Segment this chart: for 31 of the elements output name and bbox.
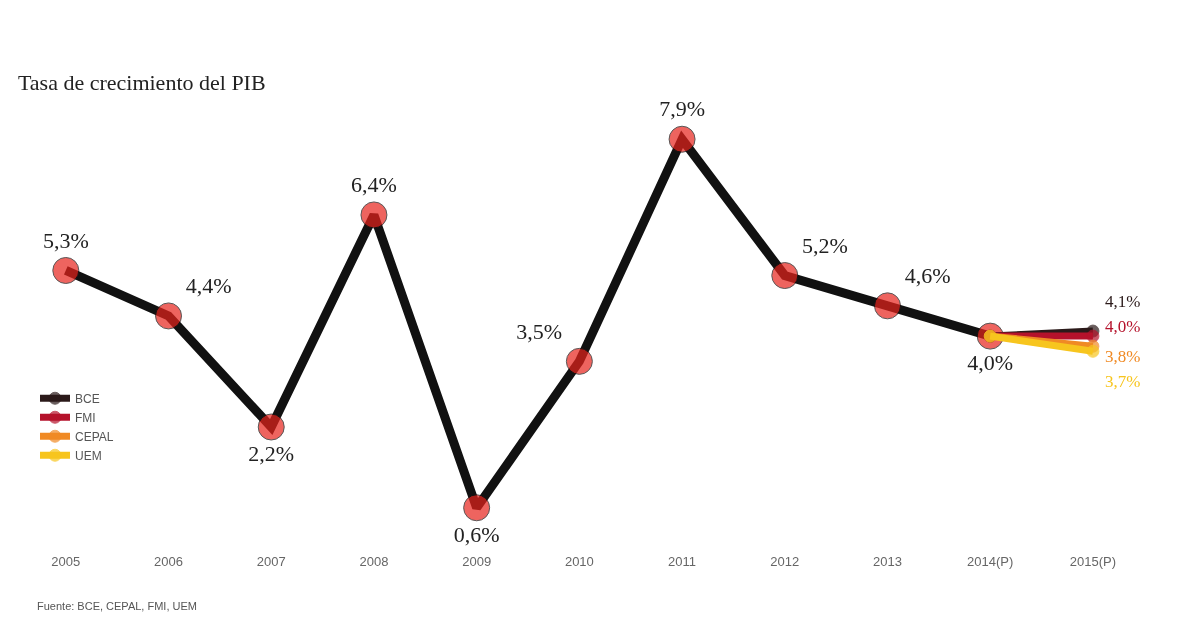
- x-tick-label: 2007: [256, 554, 286, 569]
- chart-title: Tasa de crecimiento del PIB: [17, 70, 266, 96]
- data-label: 4,4%: [185, 273, 232, 299]
- data-label: 6,4%: [351, 172, 397, 198]
- legend-label: FMI: [75, 410, 96, 425]
- x-tick-label: 2012: [770, 554, 800, 569]
- data-label: 4,0%: [967, 349, 1014, 375]
- data-label: 2,2%: [248, 440, 295, 466]
- data-label: 4,1%: [1105, 292, 1141, 311]
- x-tick-label: 2009: [462, 554, 492, 569]
- data-label: 0,6%: [453, 521, 500, 547]
- data-label: 4,6%: [904, 263, 951, 289]
- x-tick-label: 2008: [359, 554, 389, 569]
- data-label: 3,5%: [516, 318, 563, 344]
- legend-label: UEM: [75, 448, 102, 463]
- x-tick-label: 2010: [564, 554, 594, 569]
- data-label: 5,3%: [42, 227, 89, 253]
- data-label: 5,2%: [802, 232, 848, 258]
- data-label: 4,0%: [1105, 317, 1141, 336]
- x-tick-label: 2013: [873, 554, 902, 569]
- source-note: Fuente: BCE, CEPAL, FMI, UEM: [37, 600, 197, 612]
- legend-label: CEPAL: [75, 429, 114, 444]
- x-tick-label: 2014(P): [967, 554, 1014, 569]
- data-label: 3,7%: [1105, 372, 1141, 391]
- x-tick-label: 2015(P): [1069, 554, 1117, 569]
- x-tick-label: 2005: [51, 554, 81, 569]
- data-label: 7,9%: [659, 96, 705, 122]
- data-label: 3,8%: [1105, 347, 1141, 366]
- x-tick-label: 2011: [668, 554, 697, 569]
- legend-label: BCE: [75, 391, 100, 406]
- x-tick-label: 2006: [154, 554, 183, 569]
